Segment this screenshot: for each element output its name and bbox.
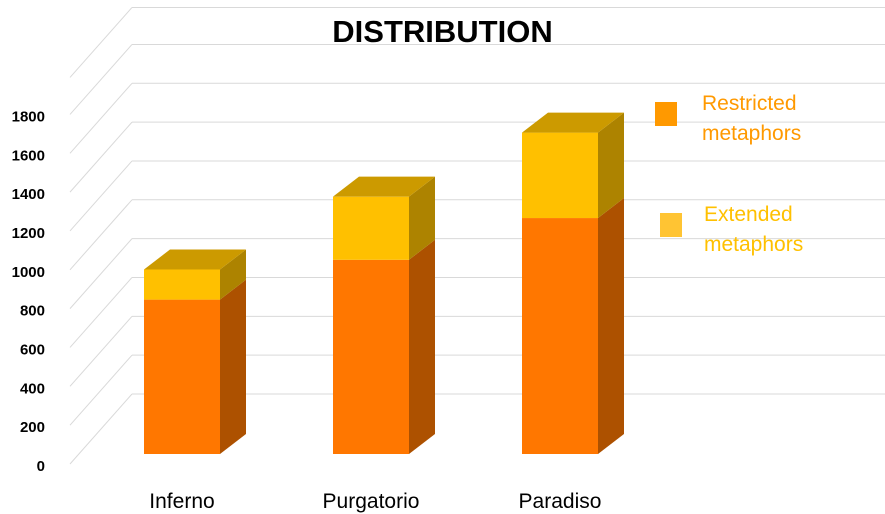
bar-top-purgatorio	[333, 176, 435, 197]
bar-inferno-restricted	[144, 299, 220, 454]
legend-swatch-extended	[660, 213, 682, 237]
y-tick-label-1000: 1000	[12, 264, 45, 281]
bar-top-inferno	[144, 249, 246, 270]
bar-side-purgatorio-extended	[409, 176, 435, 260]
bar-purgatorio-restricted	[333, 259, 409, 454]
bar-top-paradiso	[522, 112, 624, 133]
gridline-diagonal-1200	[69, 160, 133, 232]
gridline-diagonal-200	[69, 354, 133, 426]
bar-side-paradiso-extended	[598, 112, 624, 219]
gridline-diagonal-600	[69, 277, 133, 348]
y-tick-label-200: 200	[20, 419, 45, 436]
bar-inferno-extended	[144, 269, 220, 300]
chart-title: DISTRIBUTION	[332, 14, 553, 49]
gridline-diagonal-1400	[69, 121, 133, 193]
bar-side-inferno-restricted	[220, 279, 246, 454]
legend-label-restricted-line1: Restricted	[702, 92, 797, 115]
gridline-diagonal-0	[69, 393, 133, 465]
y-tick-label-600: 600	[20, 341, 45, 358]
bar-paradiso-restricted	[522, 218, 598, 454]
legend-label-extended-line1: Extended	[704, 203, 793, 226]
gridline-diagonal-top	[69, 7, 133, 78]
legend-swatch-restricted	[655, 102, 677, 126]
x-tick-label-paradiso: Paradiso	[519, 490, 602, 513]
bar-side-purgatorio-restricted	[409, 239, 435, 454]
x-tick-label-purgatorio: Purgatorio	[323, 490, 420, 513]
gridline-diagonal-1800	[69, 44, 133, 115]
gridline-diagonal-1000	[69, 199, 133, 271]
bar-side-paradiso-restricted	[598, 198, 624, 454]
y-tick-label-1800: 1800	[12, 108, 45, 125]
bar-purgatorio-extended	[333, 196, 409, 260]
legend-label-restricted-line2: metaphors	[702, 122, 802, 145]
y-tick-label-400: 400	[20, 380, 45, 397]
gridline-diagonal-800	[69, 238, 133, 309]
bar-paradiso-extended	[522, 132, 598, 219]
legend-label-extended-line2: metaphors	[704, 233, 804, 256]
y-tick-label-1200: 1200	[12, 225, 45, 242]
y-tick-label-1600: 1600	[12, 147, 45, 164]
x-tick-label-inferno: Inferno	[149, 490, 214, 513]
y-tick-label-1400: 1400	[12, 186, 45, 203]
y-tick-label-800: 800	[20, 303, 45, 320]
bar-side-inferno-extended	[220, 249, 246, 300]
y-tick-label-0: 0	[37, 458, 45, 475]
gridline-diagonal-1600	[69, 82, 133, 154]
gridline-diagonal-400	[69, 315, 133, 387]
